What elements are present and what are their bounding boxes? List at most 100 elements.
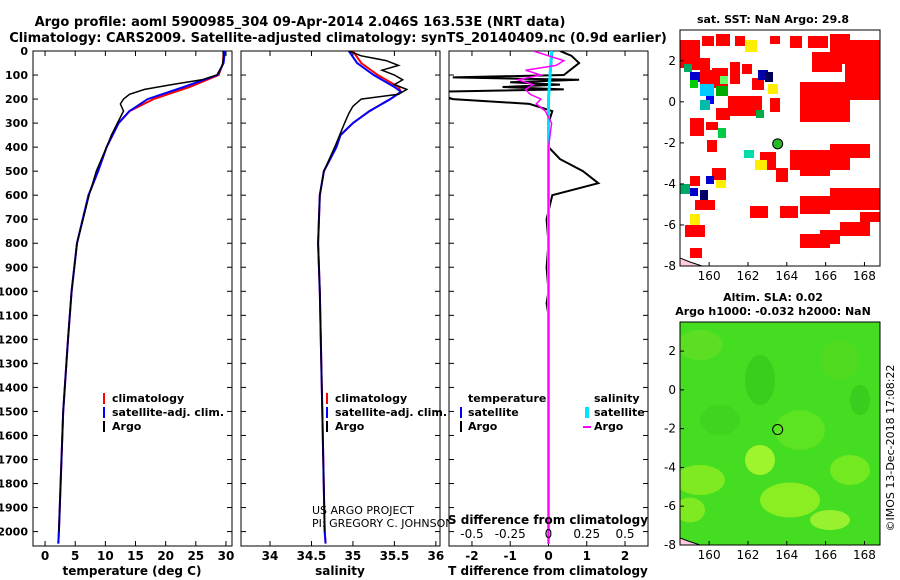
depth-tick-label: 1900	[0, 502, 28, 515]
map-y-tick-label: -2	[664, 422, 676, 436]
x-tick-label: 0	[544, 549, 552, 563]
sst-cell	[756, 110, 764, 118]
s-tick-label: -0.5	[460, 527, 483, 541]
sst-cell	[716, 108, 730, 120]
salinity-xlabel: salinity	[315, 564, 365, 578]
depth-tick-label: 200	[5, 93, 28, 106]
sla-map-frame	[679, 321, 881, 546]
x-tick-label: 10	[97, 549, 114, 563]
sla-heatmap-cells	[680, 330, 870, 530]
depth-tick-label: 900	[5, 261, 28, 274]
sst-cell	[716, 180, 726, 188]
title-line-2: Climatology: CARS2009. Satellite-adjuste…	[9, 31, 667, 46]
sst-cell	[830, 144, 870, 158]
legend-satellite: satellite-adj. clim.	[335, 406, 447, 419]
sla-cell	[850, 385, 870, 415]
sst-cell	[728, 96, 750, 116]
legend-swatch-climatology	[326, 393, 328, 404]
legend-climatology: climatology	[112, 392, 184, 405]
map-y-tick-label: -2	[664, 136, 676, 150]
sst-cell	[780, 206, 798, 218]
sst-cell	[830, 188, 880, 210]
sla-cell	[745, 355, 775, 405]
sla-map-title-1: Altim. SLA: 0.02	[723, 291, 823, 304]
legend-argo: Argo	[335, 420, 365, 433]
legend-argo: Argo	[112, 420, 142, 433]
salinity-ticks: 34 34.5 35 35.5 36	[241, 50, 445, 563]
map-x-tick-label: 166	[814, 269, 837, 283]
x-tick-label: 30	[218, 549, 235, 563]
sst-cell	[700, 190, 708, 200]
depth-tick-label: 1700	[0, 453, 28, 466]
sla-cell	[680, 465, 725, 495]
sst-cell	[690, 176, 700, 186]
sst-heatmap-cells	[680, 34, 880, 258]
sla-cell	[820, 340, 860, 380]
depth-tick-label: 0	[20, 45, 28, 58]
series-line-argo	[58, 51, 225, 532]
legend-s-argo: Argo	[594, 420, 624, 433]
sst-cell	[768, 84, 778, 94]
depth-tick-label: 500	[5, 165, 28, 178]
sst-map-axes: 160 162 164 166 168 2 0 -2 -4 -6 -8	[664, 54, 876, 283]
sla-map-land-icon	[680, 537, 701, 545]
sst-cell	[845, 40, 880, 100]
map-x-tick-label: 160	[698, 548, 721, 562]
map-x-tick-label: 162	[737, 548, 760, 562]
argo-float-marker-icon	[772, 138, 784, 150]
x-tick-label: 35	[345, 549, 362, 563]
map-x-tick-label: 160	[698, 269, 721, 283]
sst-cell	[716, 86, 728, 96]
map-x-tick-label: 168	[853, 548, 876, 562]
series-line-argo	[317, 51, 409, 532]
map-y-tick-label: 0	[668, 95, 676, 109]
sst-cell	[860, 212, 880, 222]
sst-cell	[690, 188, 698, 196]
s-tick-label: 0	[545, 527, 553, 541]
sst-cell	[808, 36, 828, 48]
depth-tick-label: 1400	[0, 381, 28, 394]
depth-tick-label: 1800	[0, 478, 28, 491]
sla-cell	[830, 455, 870, 485]
legend-temperature-header: temperature	[468, 392, 546, 405]
sst-cell	[700, 70, 712, 84]
map-y-tick-label: 2	[668, 54, 676, 68]
map-y-tick-label: 0	[668, 383, 676, 397]
sst-cell	[776, 168, 788, 182]
sla-cell	[680, 330, 723, 360]
sst-cell	[712, 168, 726, 180]
depth-tick-label: 1600	[0, 429, 28, 442]
temperature-xlabel: temperature (deg C)	[63, 564, 202, 578]
map-y-tick-label: -6	[664, 218, 676, 232]
difference-legend: temperature satellite Argo salinity sate…	[460, 392, 645, 433]
depth-tick-label: 300	[5, 117, 28, 130]
legend-swatch-satellite	[103, 407, 105, 418]
x-tick-label: 0	[41, 549, 49, 563]
sst-cell	[765, 72, 773, 82]
sla-cell	[700, 405, 740, 435]
project-annotation-2: PI: GREGORY C. JOHNSON	[312, 517, 453, 530]
s-tick-label: 0.25	[573, 527, 600, 541]
sst-cell	[702, 36, 714, 46]
sst-cell	[706, 122, 718, 130]
sla-map-title-2: Argo h1000: -0.032 h2000: NaN	[675, 305, 871, 318]
legend-t-satellite: satellite	[468, 406, 519, 419]
x-tick-label: 35.5	[380, 549, 410, 563]
sst-cell	[770, 98, 780, 112]
temperature-ticks: 0 5 10 15 20 25 30	[33, 50, 235, 563]
sst-cell	[758, 70, 768, 80]
sst-cell	[755, 160, 767, 170]
salinity-panel: 34 34.5 35 35.5 36 climatology satellite-adj…	[240, 50, 453, 578]
depth-tick-label: 2000	[0, 526, 28, 539]
temperature-panel: 0 5 10 15 20 25 30 climatology satellite-adj. …	[32, 50, 235, 578]
sst-cell	[745, 40, 757, 52]
x-tick-label: 36	[428, 549, 445, 563]
s-difference-tick-labels: -0.5 -0.25 0 0.25 0.5	[460, 527, 634, 541]
sst-cell	[744, 150, 754, 158]
imos-credit: ©IMOS 13-Dec-2018 17:08:22	[884, 365, 897, 532]
sst-cell	[707, 140, 717, 152]
sst-map-land-icon	[680, 257, 703, 266]
x-tick-label: 25	[187, 549, 204, 563]
legend-swatch-climatology	[103, 393, 105, 404]
